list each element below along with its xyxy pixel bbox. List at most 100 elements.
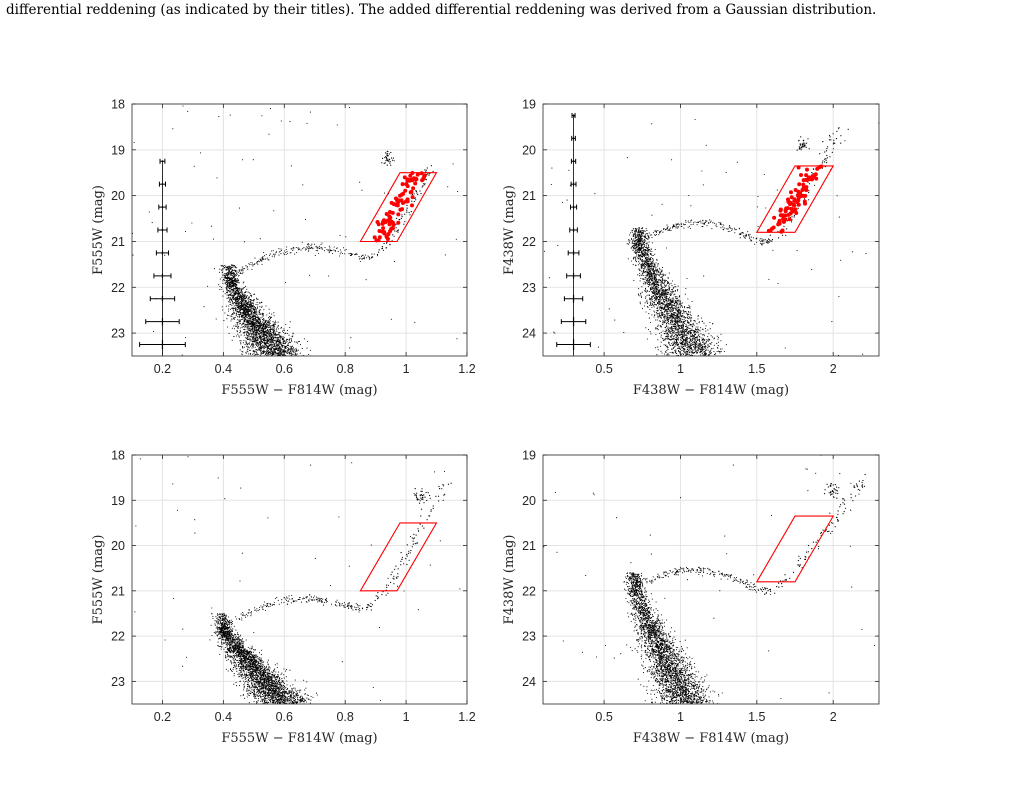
main-sequence-star (680, 345, 682, 347)
rgb-star (428, 174, 430, 176)
main-sequence-star (688, 307, 690, 309)
subgiant-star (363, 258, 365, 260)
main-sequence-star (676, 310, 678, 312)
subgiant-star (344, 249, 346, 251)
selected-rgb-star (382, 230, 387, 235)
main-sequence-star (290, 346, 292, 348)
main-sequence-star (688, 311, 690, 313)
main-sequence-star (638, 293, 640, 295)
main-sequence-star (694, 321, 696, 323)
main-sequence-star (282, 338, 284, 340)
main-sequence-star (244, 291, 246, 294)
field-star (216, 177, 218, 179)
selected-rgb-star (381, 220, 385, 224)
subgiant-star (245, 265, 247, 267)
rgb-star (425, 179, 427, 181)
main-sequence-star (668, 341, 670, 343)
main-sequence-star (251, 313, 253, 315)
main-sequence-star (239, 306, 242, 308)
rgb-star (411, 200, 413, 202)
main-sequence-star (654, 266, 656, 268)
main-sequence-star (239, 314, 241, 316)
main-sequence-star (660, 326, 662, 328)
main-sequence-star (240, 289, 242, 291)
main-sequence-star (684, 310, 686, 313)
rgb-star (406, 209, 408, 211)
main-sequence-star (240, 343, 242, 345)
main-sequence-star (662, 330, 664, 332)
selected-rgb-star (400, 182, 405, 187)
main-sequence-star (649, 290, 651, 293)
main-sequence-star (287, 350, 289, 352)
selected-rgb-star (405, 199, 410, 204)
subgiant-star (292, 247, 294, 249)
main-sequence-star (689, 313, 691, 315)
main-sequence-star (281, 330, 284, 332)
main-sequence-star (247, 317, 249, 319)
main-sequence-star (272, 325, 275, 327)
main-sequence-star (649, 277, 652, 279)
main-sequence-star (667, 323, 669, 325)
main-sequence-star (651, 283, 653, 285)
subgiant-star (329, 249, 331, 251)
main-sequence-star (233, 287, 235, 289)
main-sequence-star (254, 358, 255, 359)
turnoff-star (226, 285, 228, 287)
main-sequence-star (287, 352, 289, 355)
main-sequence-star (274, 325, 276, 328)
main-sequence-star (672, 299, 674, 301)
main-sequence-star (665, 328, 667, 330)
subgiant-star (356, 253, 358, 255)
main-sequence-star (696, 323, 698, 325)
red-clump-star (392, 157, 394, 159)
main-sequence-star (647, 265, 649, 267)
main-sequence-star (639, 253, 641, 256)
main-sequence-star (235, 281, 237, 283)
subgiant-star (233, 278, 236, 280)
turnoff-star (228, 283, 230, 285)
main-sequence-star (661, 279, 663, 281)
main-sequence-star (643, 251, 645, 253)
main-sequence-star (266, 339, 268, 341)
turnoff-star (225, 265, 227, 267)
main-sequence-star (248, 338, 250, 340)
main-sequence-star (639, 303, 641, 305)
main-sequence-star (687, 338, 689, 340)
subgiant-star (261, 258, 264, 260)
main-sequence-star (646, 294, 648, 296)
main-sequence-star (239, 304, 241, 306)
field-star (414, 321, 416, 323)
red-clump-star (388, 153, 390, 155)
main-sequence-star (708, 346, 710, 348)
main-sequence-star (662, 275, 665, 277)
main-sequence-star (246, 320, 248, 322)
main-sequence-star (246, 319, 248, 321)
main-sequence-star (691, 344, 694, 346)
main-sequence-star (247, 306, 249, 308)
main-sequence-star (665, 303, 667, 306)
y-tick-label: 20 (111, 189, 125, 203)
main-sequence-star (672, 322, 674, 324)
main-sequence-star (269, 350, 271, 353)
field-star (243, 241, 246, 243)
rgb-star (406, 211, 408, 213)
main-sequence-star (645, 282, 647, 284)
main-sequence-star (265, 339, 267, 341)
main-sequence-star (659, 298, 661, 300)
main-sequence-star (237, 324, 239, 326)
main-sequence-star (710, 335, 712, 337)
main-sequence-star (650, 277, 652, 279)
main-sequence-star (252, 322, 254, 324)
main-sequence-star (700, 327, 702, 329)
main-sequence-star (267, 320, 269, 322)
field-star (350, 337, 352, 339)
main-sequence-star (228, 308, 230, 310)
main-sequence-star (244, 324, 246, 326)
main-sequence-star (280, 357, 281, 358)
main-sequence-star (245, 297, 247, 299)
subgiant-star (312, 247, 314, 249)
subgiant-star (371, 256, 373, 258)
subgiant-star (308, 244, 310, 246)
rgb-star (385, 247, 388, 249)
subgiant-star (340, 251, 342, 253)
